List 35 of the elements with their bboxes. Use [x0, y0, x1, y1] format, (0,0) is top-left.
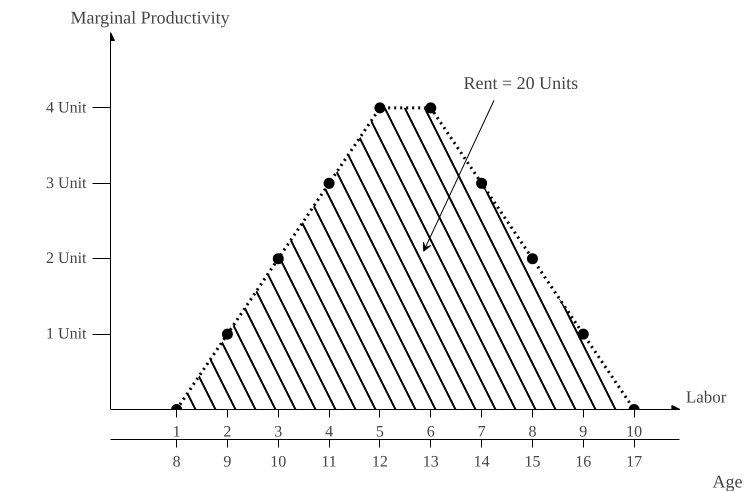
x-tick-label: 1	[172, 424, 181, 440]
x-tick-label: 6	[426, 424, 435, 440]
point	[578, 328, 589, 340]
point	[272, 253, 284, 264]
point	[425, 102, 436, 114]
annotation: Rent = 20 Units	[464, 72, 578, 93]
point	[526, 253, 538, 264]
x2-tick-label: 11	[321, 454, 337, 470]
x2-tick-label: 8	[172, 454, 181, 470]
x2-tick-label: 17	[626, 454, 642, 470]
x-tick-label: 7	[478, 424, 486, 440]
x-tick-label: 4	[325, 424, 334, 440]
point	[324, 178, 335, 189]
point	[222, 328, 233, 340]
x2-tick-label: 13	[422, 454, 439, 470]
x-tick-label: 2	[223, 424, 232, 440]
x2-tick-label: 14	[474, 454, 490, 470]
x2-tick-label: 9	[223, 454, 232, 470]
x-tick-label: 3	[274, 424, 282, 440]
x-tick-label: 9	[579, 424, 588, 440]
x2-tick-label: 15	[524, 454, 540, 470]
x2-tick-label: 12	[372, 454, 388, 470]
y-tick-label: 2 Unit	[46, 250, 88, 268]
x-tick-label: 8	[528, 424, 536, 440]
x-tick-label: 10	[626, 424, 642, 440]
x-tick-label: 5	[376, 424, 384, 440]
x2-tick-label: 10	[270, 454, 286, 470]
y-tick-label: 1 Unit	[46, 326, 88, 343]
x-axis-title: Labor	[686, 388, 727, 406]
y-tick-label: 3 Unit	[46, 174, 88, 192]
x2-tick-label: 16	[575, 454, 592, 470]
y-tick-label: 4 Unit	[46, 99, 88, 116]
point	[374, 102, 386, 114]
point	[476, 178, 488, 189]
y-axis-title: Marginal Productivity	[70, 8, 230, 28]
